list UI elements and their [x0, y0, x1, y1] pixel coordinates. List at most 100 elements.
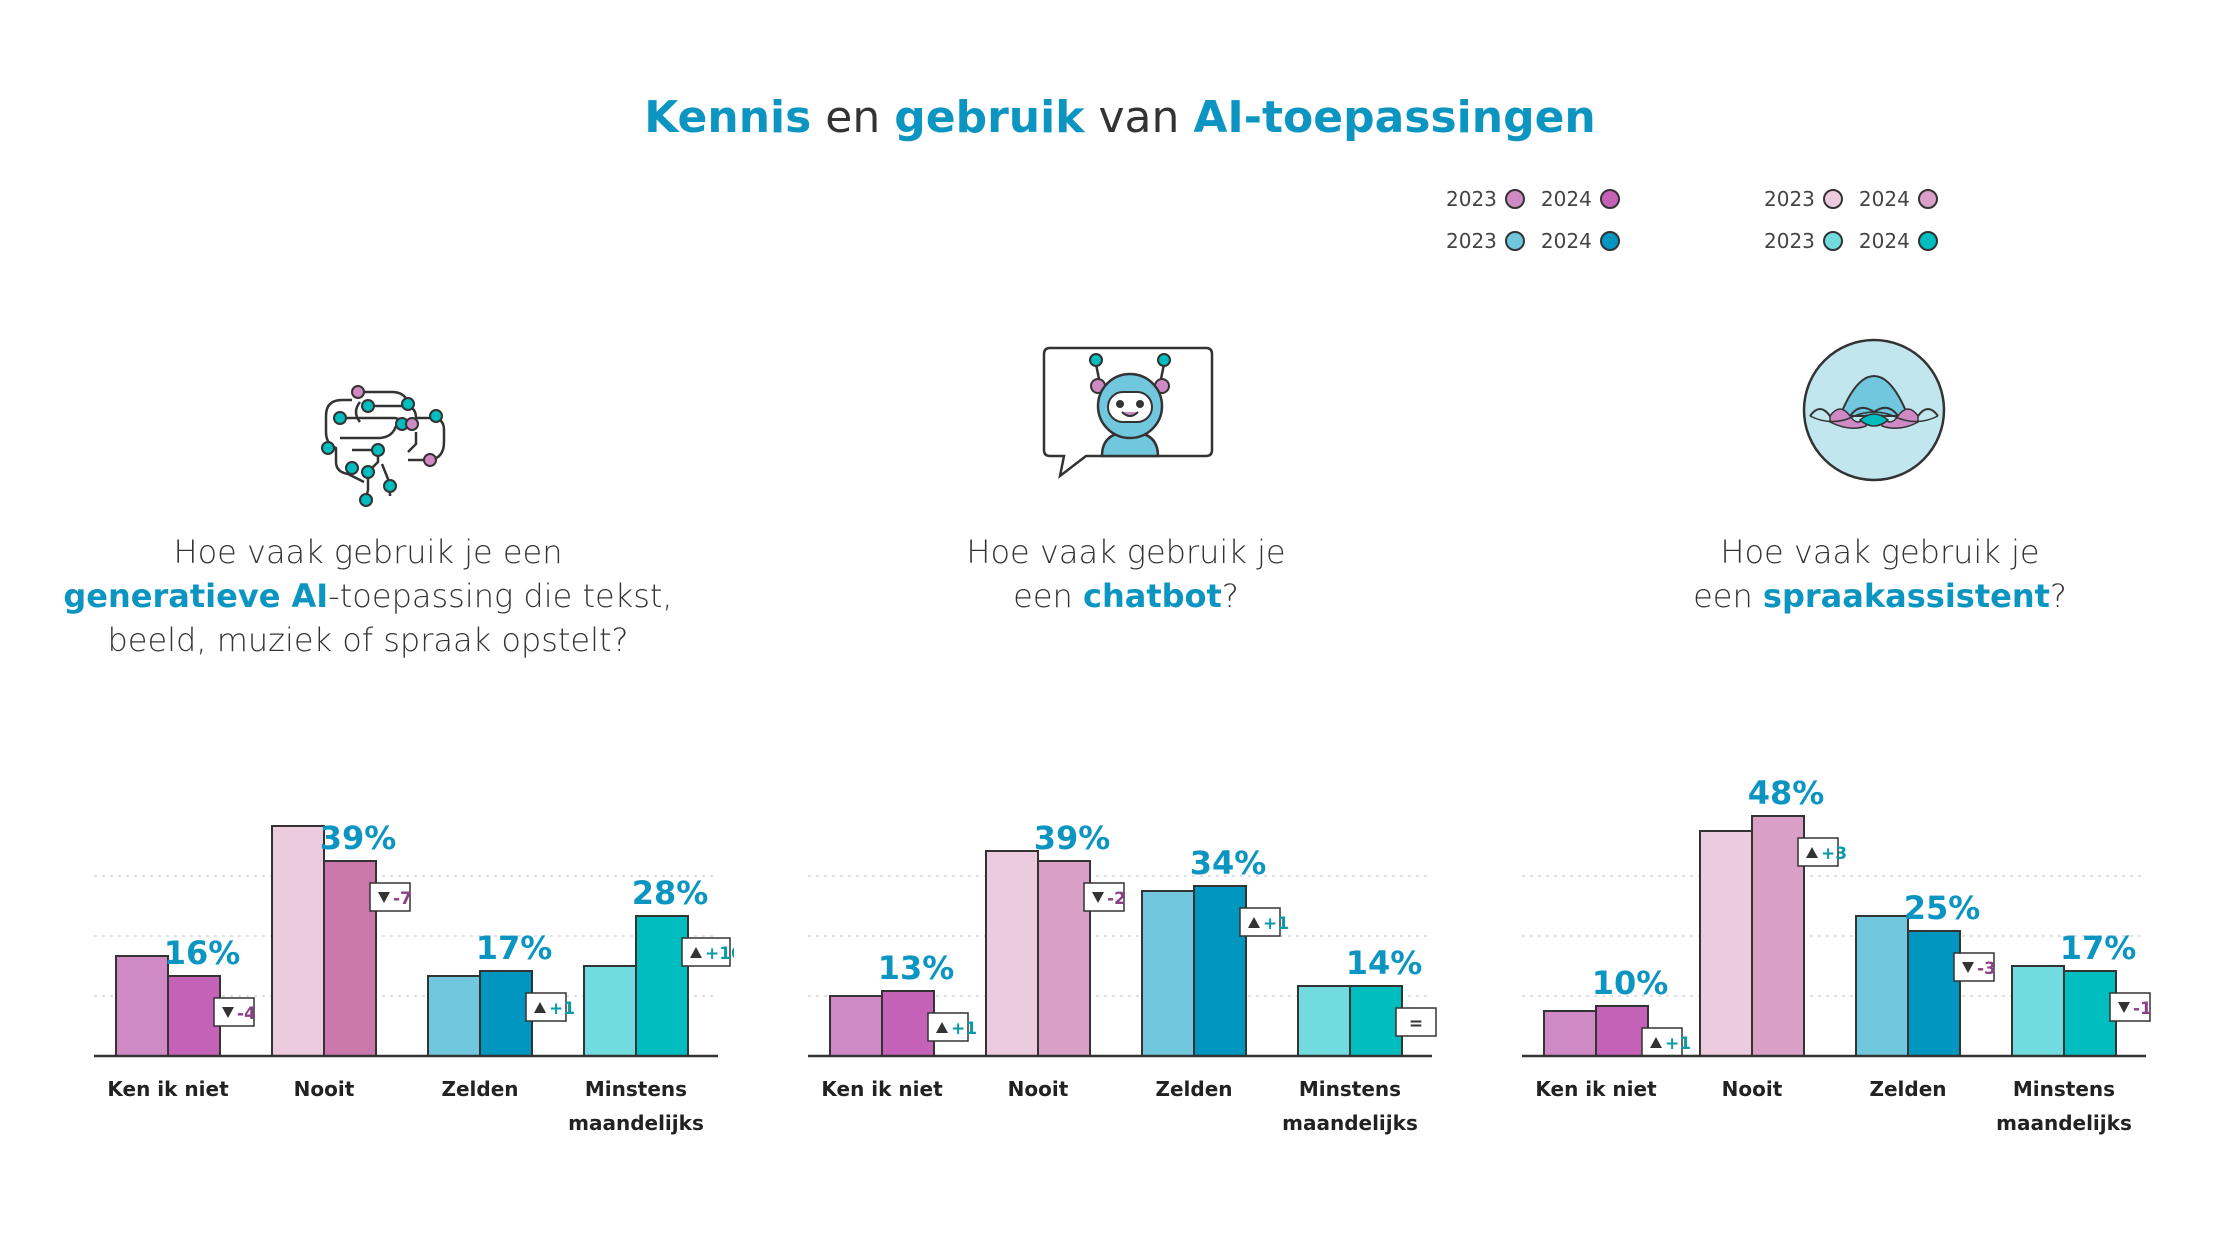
chart-chatbot: 13% +1 Ken ik niet 39% -2 Nooit 34% +1 Zelden 14%… [808, 640, 1448, 1160]
legend-row: 2023 2024 [1446, 220, 1636, 262]
bar-2023 [2011, 965, 2065, 1057]
chatbot-icon [1042, 346, 1214, 480]
question-text: beeld, muziek of spraak opstelt? [107, 621, 629, 659]
question-chatbot: Hoe vaak gebruik je een chatbot? [806, 530, 1446, 618]
change-label: +1 [1263, 914, 1289, 934]
bar-2023 [115, 955, 169, 1057]
change-badge [1797, 837, 1839, 867]
bar-chart-svg: 16% -4 Ken ik niet 39% -7 Nooit 17% +1 Zelden 28%… [94, 819, 734, 1135]
data-label: 13% [878, 949, 955, 987]
change-badge [213, 997, 255, 1027]
change-badge [1953, 952, 1995, 982]
legend-left: 2023 2024 2023 2024 [1446, 178, 1636, 262]
category-label: Zelden [1155, 1077, 1232, 1101]
chart-spraakassistent: 10% +1 Ken ik niet 48% +3 Nooit 25% -3 Zelden 17%… [1522, 640, 2162, 1160]
legend-year: 2024 [1858, 187, 1910, 211]
category-label: Minstens [585, 1077, 687, 1101]
bar-2023 [427, 975, 481, 1057]
bar-2024 [1193, 885, 1247, 1057]
bar-2024 [1751, 815, 1805, 1057]
legend-row: 2023 2024 [1446, 178, 1636, 220]
bar-2024 [1907, 930, 1961, 1057]
data-label: 39% [320, 819, 397, 857]
data-label: 10% [1592, 964, 1669, 1002]
bar-2023 [985, 850, 1039, 1057]
arrow-up-icon [936, 1022, 948, 1033]
bar-2024 [881, 990, 935, 1057]
legend-year: 2024 [1858, 229, 1910, 253]
title-part-kennis: Kennis [644, 92, 812, 143]
legend-row: 2023 2024 [1764, 220, 1954, 262]
arrow-up-icon [1650, 1037, 1662, 1048]
change-badge [681, 937, 731, 967]
category-label: maandelijks [1282, 1111, 1418, 1135]
title-part-van: van [1084, 92, 1194, 143]
category-label: maandelijks [568, 1111, 704, 1135]
question-text: -toepassing die tekst, [328, 577, 673, 615]
bar-2024 [1349, 985, 1403, 1057]
category-label: Ken ik niet [821, 1077, 943, 1101]
data-label: 14% [1346, 944, 1423, 982]
change-label: +1 [549, 999, 575, 1019]
legend-dot [1504, 231, 1525, 251]
legend-year: 2023 [1446, 229, 1497, 253]
bar-2023 [1543, 1010, 1597, 1057]
category-label: Minstens [2013, 1077, 2115, 1101]
arrow-up-icon [534, 1002, 546, 1013]
page-title: Kennis en gebruik van AI-toepassingen [0, 92, 2240, 143]
legend-year: 2023 [1764, 229, 1815, 253]
category-label: Nooit [294, 1077, 355, 1101]
question-text: ? [1221, 577, 1239, 615]
bar-2023 [271, 825, 325, 1057]
question-highlight: chatbot [1083, 577, 1222, 615]
voice-assistant-icon [1802, 338, 1946, 482]
category-label: Zelden [1869, 1077, 1946, 1101]
legend-year: 2023 [1446, 187, 1497, 211]
data-label: 16% [164, 934, 241, 972]
legend-right: 2023 2024 2023 2024 [1764, 178, 1954, 262]
category-label: Nooit [1722, 1077, 1783, 1101]
question-text: een [1013, 577, 1083, 615]
category-label: Minstens [1299, 1077, 1401, 1101]
data-label: 39% [1034, 819, 1111, 857]
legend-dot [1504, 189, 1525, 209]
bar-2023 [1855, 915, 1909, 1057]
arrow-up-icon [690, 947, 702, 958]
bar-2023 [1141, 890, 1195, 1057]
arrow-up-icon [1248, 917, 1260, 928]
legend-dot [1599, 189, 1620, 209]
question-text: een [1693, 577, 1763, 615]
arrow-down-icon [1962, 962, 1974, 973]
data-label: 17% [476, 929, 553, 967]
legend-dot [1822, 189, 1843, 209]
arrow-down-icon [2118, 1002, 2130, 1013]
change-label: +1 [1665, 1034, 1691, 1054]
change-badge [1083, 882, 1125, 912]
bar-2023 [1297, 985, 1351, 1057]
question-generative-ai: Hoe vaak gebruik je een generatieve AI-t… [48, 530, 688, 662]
bar-2024 [167, 975, 221, 1057]
bar-2024 [1595, 1005, 1649, 1057]
bar-2024 [323, 860, 377, 1057]
circuit-brain-icon [321, 385, 446, 507]
data-label: 25% [1904, 889, 1981, 927]
category-label: Zelden [441, 1077, 518, 1101]
change-badge [369, 882, 411, 912]
data-label: 17% [2060, 929, 2137, 967]
question-text: Hoe vaak gebruik je [1720, 533, 2040, 571]
change-label: = [1409, 1014, 1423, 1034]
change-badge [525, 992, 567, 1022]
legend-dot [1917, 231, 1938, 251]
change-badge [1641, 1027, 1683, 1057]
legend-dot [1917, 189, 1938, 209]
data-label: 34% [1190, 844, 1267, 882]
change-label: +3 [1821, 844, 1847, 864]
question-text: ? [2049, 577, 2067, 615]
change-badge [1395, 1007, 1437, 1037]
change-label: -7 [393, 889, 412, 909]
legend-year: 2024 [1540, 187, 1592, 211]
bar-chart-svg: 10% +1 Ken ik niet 48% +3 Nooit 25% -3 Zelden 17%… [1522, 774, 2152, 1135]
bar-2023 [583, 965, 637, 1057]
change-label: -4 [237, 1004, 256, 1024]
legend-dot [1599, 231, 1620, 251]
